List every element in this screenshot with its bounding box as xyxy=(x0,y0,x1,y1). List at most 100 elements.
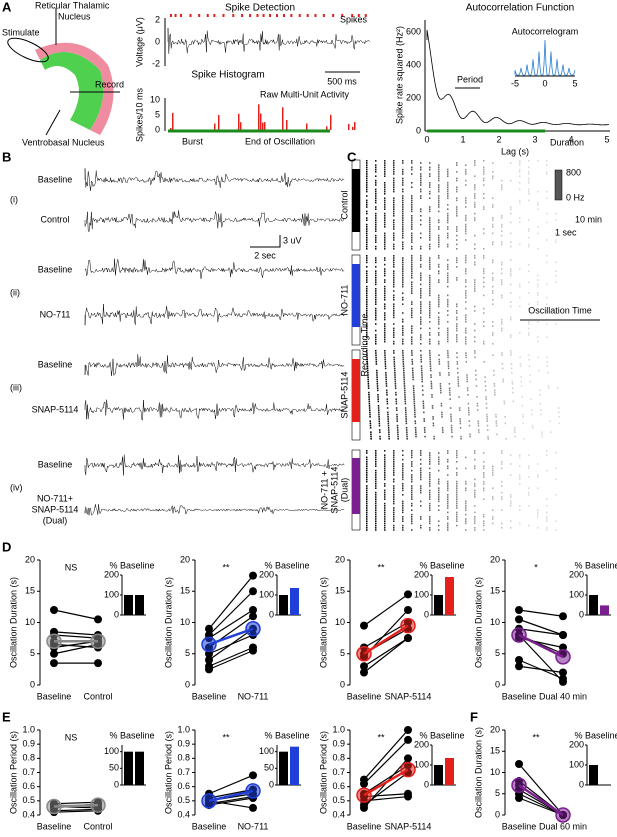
raster-dot xyxy=(411,363,414,365)
raster-dot xyxy=(501,179,503,182)
raster-dot xyxy=(546,239,548,241)
raster-dot xyxy=(501,354,503,356)
raster-dot xyxy=(420,321,422,323)
raster-dot xyxy=(393,228,395,230)
point xyxy=(360,779,368,788)
raster-dot xyxy=(429,305,431,308)
pair-line xyxy=(518,634,564,683)
raster-dot xyxy=(447,193,449,195)
raster-dot xyxy=(440,405,443,407)
raster-dot xyxy=(438,327,440,330)
raster-dot xyxy=(385,380,388,383)
raster-dot xyxy=(447,245,449,248)
raster-dot xyxy=(403,383,406,385)
raster-dot xyxy=(474,527,476,529)
raster-dot xyxy=(546,171,548,173)
raster-dot xyxy=(528,327,530,330)
raster-dot xyxy=(474,323,476,325)
raster-dot xyxy=(492,277,494,279)
raster-dot xyxy=(438,323,440,325)
raster-dot xyxy=(393,332,395,334)
raster-dot xyxy=(384,458,386,461)
raster-dot xyxy=(414,427,417,429)
raster-dot xyxy=(412,376,414,378)
raster-dot xyxy=(557,407,560,409)
raster-dot xyxy=(456,456,458,459)
raster-dot xyxy=(393,316,395,319)
raster-dot xyxy=(438,263,440,266)
acf-line xyxy=(426,29,609,126)
raster-dot xyxy=(432,416,434,418)
raster-dot xyxy=(456,472,458,474)
raster-dot xyxy=(368,402,371,405)
raster-dot xyxy=(411,292,413,294)
raster-dot xyxy=(413,409,416,411)
raster-dot xyxy=(375,208,377,210)
raster-dot xyxy=(519,454,521,456)
raster-dot xyxy=(420,316,422,319)
raster-dot xyxy=(384,171,386,173)
inset-bar xyxy=(124,595,133,615)
raster-dot xyxy=(438,243,440,246)
raster-dot xyxy=(541,433,543,436)
raster-dot xyxy=(537,310,539,312)
raster-dot xyxy=(438,301,440,303)
raster-dot xyxy=(438,318,440,321)
raster-dot xyxy=(438,487,440,489)
raster-dot xyxy=(366,354,368,356)
raster-dot xyxy=(474,164,476,166)
raster-dot xyxy=(411,474,413,476)
raster-dot xyxy=(456,188,458,191)
raster-dot xyxy=(537,294,539,297)
raster-dot xyxy=(537,463,539,465)
raster-dot xyxy=(459,422,462,425)
raster-dot xyxy=(384,279,386,281)
raster-dot xyxy=(477,424,480,427)
raster-dot xyxy=(530,398,532,400)
raster-dot xyxy=(366,461,368,463)
raster-dot xyxy=(510,206,512,208)
y-tick-label: 0.5 xyxy=(332,795,345,805)
raster-dot xyxy=(510,363,513,365)
raster-dot xyxy=(537,274,539,277)
raster-dot xyxy=(420,312,422,314)
raster-dot xyxy=(438,190,440,193)
raster-dot xyxy=(528,505,530,507)
raster-dot xyxy=(528,177,530,180)
raster-dot xyxy=(519,160,521,162)
raster-dot xyxy=(366,288,368,290)
axis-label: Oscillation Duration (s) xyxy=(318,577,328,668)
raster-dot xyxy=(429,334,431,336)
spike-tick xyxy=(306,14,309,17)
label: Oscillation Time xyxy=(528,305,592,315)
hist-bar xyxy=(326,126,328,130)
raster-dot xyxy=(465,239,467,241)
raster-dot xyxy=(474,483,476,485)
raster-dot xyxy=(396,429,399,431)
raster-dot xyxy=(537,201,539,204)
raster-dot xyxy=(555,478,557,481)
raster-dot xyxy=(366,487,368,489)
raster-dot xyxy=(411,476,413,478)
raster-dot xyxy=(420,232,422,235)
raster-dot xyxy=(375,502,377,505)
raster-dot xyxy=(393,294,395,297)
y-tick-label: 0 xyxy=(495,679,500,689)
raster-dot xyxy=(366,175,368,177)
raster-dot xyxy=(528,219,530,221)
raster-dot xyxy=(384,182,386,184)
mean-line xyxy=(518,784,564,817)
raster-dot xyxy=(402,241,404,243)
raster-dot xyxy=(375,314,377,316)
raster-dot xyxy=(456,363,459,365)
mean-point xyxy=(555,649,571,665)
raster-dot xyxy=(492,472,494,474)
point xyxy=(249,771,257,780)
raster-dot xyxy=(368,407,371,409)
raster-dot xyxy=(465,270,467,272)
raster-dot xyxy=(384,327,386,330)
raster-dot xyxy=(476,405,479,407)
raster-dot xyxy=(402,274,404,277)
raster-dot xyxy=(546,296,548,299)
raster-dot xyxy=(456,323,458,325)
